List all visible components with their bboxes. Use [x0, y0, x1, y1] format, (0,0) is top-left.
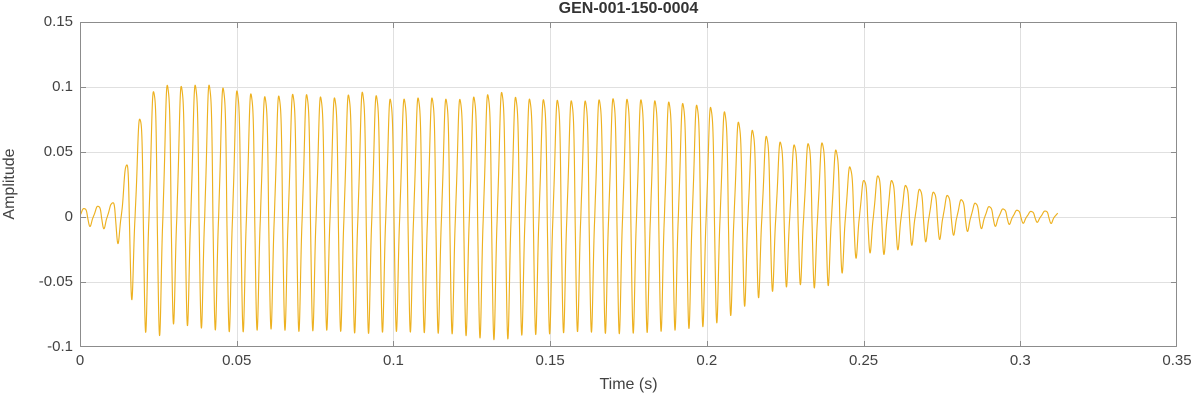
y-tick-label: -0.05: [38, 273, 73, 290]
x-tick-label: 0.05: [222, 352, 252, 369]
y-tick-label: -0.1: [47, 338, 73, 355]
y-axis-label: Amplitude: [1, 148, 18, 220]
x-tick-label: 0.3: [1009, 352, 1031, 369]
y-tick-label: 0: [64, 208, 73, 225]
x-tick-label: 0.1: [382, 352, 404, 369]
x-tick-label: 0.15: [535, 352, 565, 369]
y-tick-label: 0.05: [43, 143, 73, 160]
plot-canvas: [80, 22, 1177, 347]
y-tick-label: 0.15: [43, 13, 73, 30]
x-tick-label: 0.25: [848, 352, 879, 369]
y-tick-labels: -0.1 -0.05 0 0.05 0.1 0.15: [0, 13, 73, 355]
chart-title: GEN-001-150-0004: [558, 0, 699, 17]
x-tick-label: 0: [75, 352, 85, 369]
x-axis-label: Time (s): [599, 376, 658, 393]
x-tick-label: 0.2: [696, 352, 718, 369]
x-tick-label: 0.35: [1162, 352, 1192, 369]
x-tick-labels: 0 0.05 0.1 0.15 0.2 0.25 0.3 0.35: [76, 352, 1192, 372]
plot-area: [80, 22, 1177, 347]
y-tick-label: 0.1: [52, 78, 73, 95]
